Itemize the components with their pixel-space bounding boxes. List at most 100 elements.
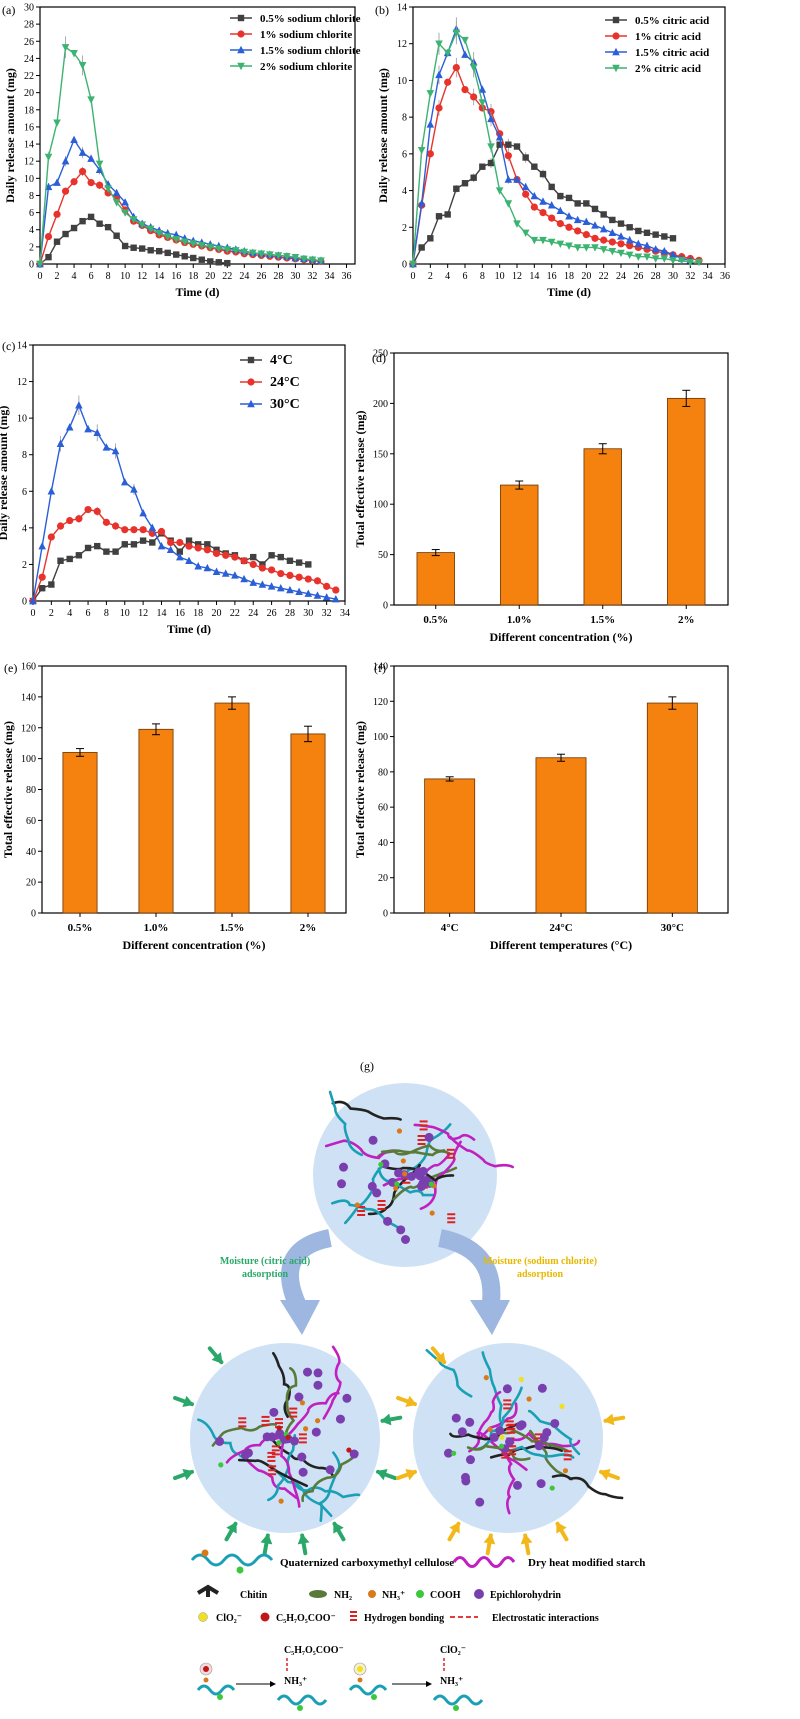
data-point: [249, 560, 257, 569]
y-axis-label: Daily release amount (mg): [0, 406, 10, 541]
data-point: [530, 203, 538, 211]
data-point: [258, 564, 267, 572]
data-point: [112, 199, 121, 207]
x-axis-label: Time (d): [175, 285, 219, 299]
data-point: [487, 114, 495, 123]
x-tick-label: 8: [106, 271, 111, 282]
data-point: [643, 229, 651, 236]
data-point: [61, 44, 70, 52]
data-point: [504, 152, 512, 160]
x-tick-label: 14: [156, 608, 166, 619]
x-tick-label: 14: [154, 271, 164, 282]
x-tick-label: 30: [668, 271, 678, 282]
data-point: [530, 191, 539, 200]
legend-label: 0.5% citric acid: [635, 15, 709, 27]
hydrogen-bond: [507, 1431, 516, 1434]
data-point: [231, 571, 239, 579]
data-point: [409, 260, 417, 269]
data-point: [548, 214, 556, 222]
y-tick-label: 0: [31, 909, 36, 920]
data-point: [417, 199, 426, 207]
x-tick-label: 32: [685, 271, 695, 282]
data-point: [207, 258, 214, 265]
data-point: [453, 185, 460, 192]
data-point: [93, 507, 101, 515]
y-tick-label: 12: [397, 39, 407, 50]
series-2: [29, 505, 340, 605]
data-point: [435, 213, 443, 220]
data-point: [138, 245, 146, 252]
epichlorohydrin-bead: [539, 1433, 549, 1443]
data-point: [250, 553, 257, 561]
data-point: [286, 571, 294, 580]
hydrogen-bond: [507, 1427, 516, 1430]
data-point: [120, 477, 129, 486]
data-point: [167, 538, 175, 547]
bar: [214, 702, 250, 914]
moisture-arrowhead: [226, 1522, 237, 1534]
data-point: [111, 446, 120, 455]
x-tick-label: 10: [120, 271, 130, 282]
epichlorohydrin-bead: [349, 1449, 359, 1459]
data-point: [513, 220, 521, 228]
data-point: [626, 224, 633, 231]
data-point: [322, 593, 331, 601]
y-tick-label: 16: [24, 122, 34, 133]
data-point: [574, 227, 582, 235]
x-tick-label: 6: [463, 271, 468, 282]
y-tick-label: 4: [402, 186, 407, 197]
data-point: [176, 538, 184, 547]
hydrogen-bond: [357, 1206, 366, 1209]
x-tick-label: 2: [428, 271, 433, 282]
data-point: [47, 487, 56, 495]
data-point: [166, 545, 175, 553]
data-point: [608, 238, 616, 246]
epichlorohydrin-bead: [536, 1479, 546, 1489]
network-strands: [197, 1345, 361, 1522]
x-tick-label: 22: [222, 271, 232, 282]
data-point: [95, 160, 104, 168]
legend-marker: [237, 62, 245, 71]
data-point: [93, 428, 102, 436]
x-tick-label: 12: [512, 271, 522, 282]
data-point: [626, 242, 634, 250]
y-tick-label: 120: [373, 697, 388, 708]
hydrogen-bond: [417, 1142, 426, 1145]
legend-label: 24°C: [270, 375, 300, 390]
data-point: [435, 70, 443, 79]
data-point: [65, 423, 74, 431]
x-tick-label: 34: [703, 271, 713, 282]
hydrogen-bond: [275, 1418, 284, 1421]
series-3: [29, 395, 340, 605]
legend-citrate: C₅H₇O₅COO⁻: [276, 1613, 336, 1624]
data-point: [47, 533, 55, 541]
data-point: [452, 63, 460, 72]
data-point: [487, 143, 495, 151]
right-arrow-label-line1: Moisture (sodium chlorite): [483, 1256, 597, 1267]
data-point: [643, 241, 651, 249]
data-point: [266, 251, 274, 259]
data-point: [84, 424, 92, 433]
epichlorohydrin-bead: [342, 1393, 352, 1403]
nh3-icon: [368, 1590, 376, 1598]
data-point: [78, 167, 87, 176]
epichlorohydrin-bead: [325, 1465, 335, 1475]
hydrogen-bond: [261, 1415, 270, 1418]
x-tick-label: 24: [239, 271, 249, 282]
data-point: [157, 527, 166, 536]
data-point: [547, 238, 556, 247]
y-tick-label: 6: [402, 149, 407, 160]
y-tick-label: 40: [26, 847, 36, 858]
series-3: [36, 135, 325, 268]
legend-hbond: Hydrogen bonding: [364, 1613, 444, 1624]
hydrogen-bond: [298, 1437, 307, 1440]
data-point: [111, 522, 120, 530]
data-point: [61, 187, 70, 195]
epichlorohydrin-bead: [335, 1414, 345, 1424]
x-axis-label: Different temperatures (°C): [490, 938, 632, 952]
data-point: [103, 548, 110, 555]
network-strands: [425, 1348, 624, 1515]
y-tick-label: 20: [24, 88, 34, 99]
x-tick-label: 18: [193, 608, 203, 619]
data-point: [574, 200, 581, 207]
